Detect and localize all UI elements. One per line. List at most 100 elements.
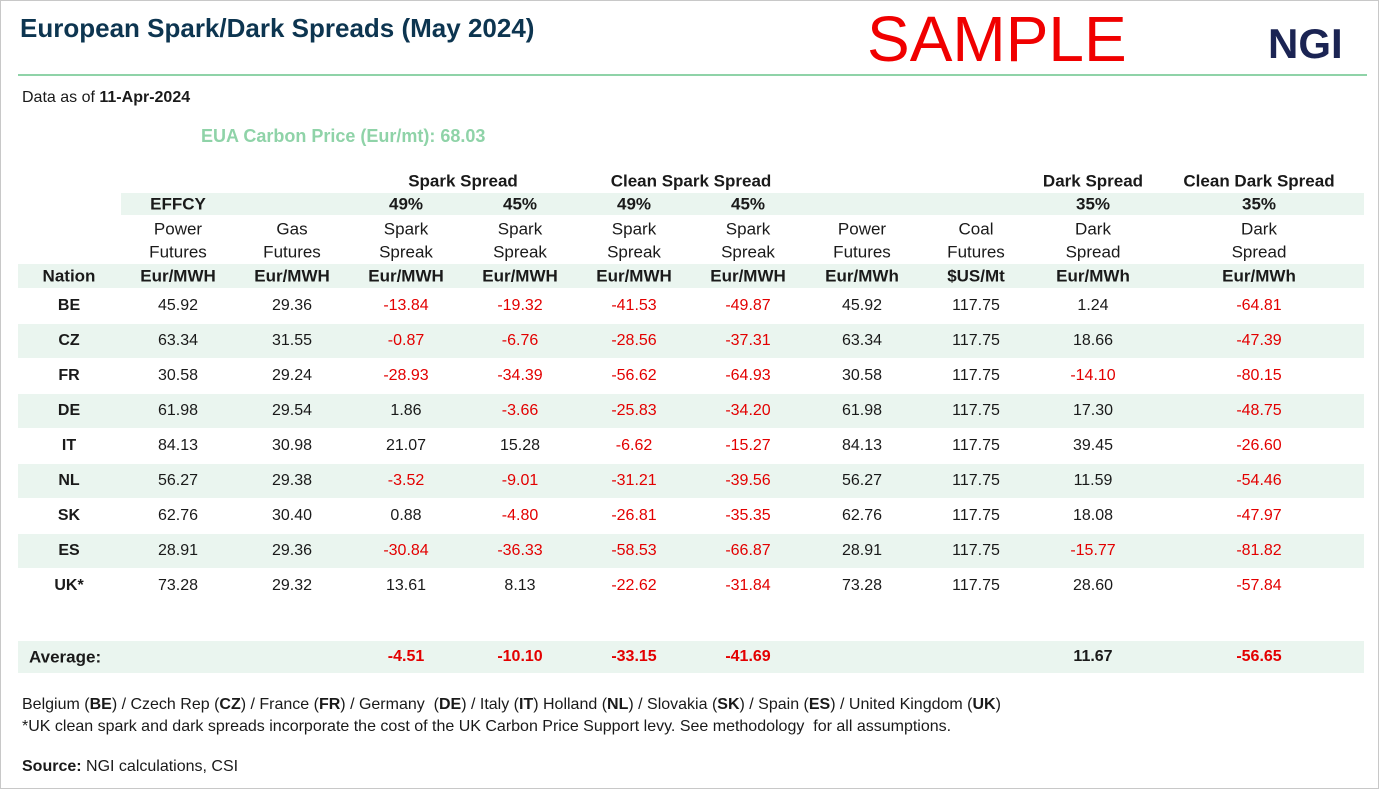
cell-value: -64.81 (1236, 297, 1282, 314)
efficiency: 35% (1241, 194, 1277, 214)
column-unit: Eur/MWh (1056, 266, 1130, 286)
cell-value: -66.87 (725, 542, 771, 559)
column-unit: Eur/MWH (710, 266, 786, 286)
cell-value: 117.75 (952, 367, 1000, 384)
cell-value: -13.84 (383, 297, 429, 314)
cell-value: 1.86 (390, 402, 422, 419)
cell-value: -3.52 (387, 472, 425, 489)
cell-value: 28.91 (841, 542, 883, 559)
watermark: SAMPLE (867, 3, 1127, 75)
cell-value: -0.87 (387, 332, 425, 349)
cell-value: 61.98 (157, 402, 199, 419)
cell-value: -47.97 (1236, 507, 1282, 524)
cell-value: 30.58 (157, 367, 199, 384)
cell-value: -36.33 (497, 542, 543, 559)
cell-value: -35.35 (725, 507, 771, 524)
column-label: Spread (1065, 242, 1121, 262)
column-label: Coal (958, 219, 994, 239)
cell-value: 28.91 (157, 542, 199, 559)
cell-value: 30.58 (841, 367, 883, 384)
column-unit: Eur/MWH (596, 266, 672, 286)
average-value: -56.65 (1236, 648, 1282, 665)
cell-value: -6.62 (615, 437, 653, 454)
column-unit: Nation (42, 266, 96, 286)
cell-value: 61.98 (841, 402, 883, 419)
efficiency: 45% (502, 194, 538, 214)
cell-value: -49.87 (725, 297, 771, 314)
cell-value: -14.10 (1070, 367, 1116, 384)
cell-value: 84.13 (157, 437, 199, 454)
legend-code: FR (318, 696, 341, 713)
cell-value: 62.76 (157, 507, 199, 524)
title: European Spark/Dark Spreads (May 2024) (20, 13, 535, 43)
column-unit: Eur/MWH (368, 266, 444, 286)
cell-value: 30.98 (271, 437, 313, 454)
cell-value: 73.28 (841, 577, 883, 594)
column-label: Spark (383, 219, 429, 239)
cell-value: 39.45 (1072, 437, 1114, 454)
nation: UK* (54, 577, 84, 594)
nation: SK (57, 507, 81, 524)
column-label: Futures (263, 242, 321, 262)
cell-value: -34.20 (725, 402, 771, 419)
column-label: Power (153, 219, 203, 239)
average-value: -41.69 (725, 648, 771, 665)
legend-code: DE (438, 696, 462, 713)
column-label: Futures (149, 242, 207, 262)
cell-value: 117.75 (952, 542, 1000, 559)
average-value: 11.67 (1073, 648, 1113, 665)
cell-value: -41.53 (611, 297, 657, 314)
efficiency: 49% (388, 194, 424, 214)
cell-value: 117.75 (952, 507, 1000, 524)
efficiency: 49% (616, 194, 652, 214)
legend-code: IT (519, 696, 534, 713)
legend-text: ) / France ( (240, 696, 319, 713)
column-label: Dark (1075, 219, 1111, 239)
column-label: Spreak (493, 242, 547, 262)
cell-value: 29.36 (271, 297, 313, 314)
legend-text: ) / Slovakia ( (628, 696, 718, 713)
column-label: Spread (1231, 242, 1287, 262)
column-unit: Eur/MWh (825, 266, 899, 286)
column-unit: Eur/MWH (140, 266, 216, 286)
average-value: -4.51 (387, 648, 425, 665)
cell-value: 117.75 (952, 437, 1000, 454)
footer-source: Source: NGI calculations, CSI (22, 759, 238, 775)
legend-text: Belgium ( (22, 696, 90, 713)
column-label: Spark (725, 219, 771, 239)
cell-value: -15.77 (1070, 542, 1116, 559)
cell-value: 45.92 (157, 297, 199, 314)
cell-value: -80.15 (1236, 367, 1282, 384)
footer-legend: Belgium (BE) / Czech Rep (CZ) / France (… (22, 697, 1001, 713)
legend-text: ) / Czech Rep ( (111, 696, 220, 713)
nation: DE (57, 402, 81, 419)
cell-value: 117.75 (952, 332, 1000, 349)
data-as-of-label: Data as of (22, 89, 95, 106)
cell-value: 13.61 (385, 577, 427, 594)
logo: NGI (1268, 20, 1343, 67)
nation: NL (58, 472, 80, 489)
group-header: Dark Spread (1042, 171, 1144, 191)
cell-value: 29.36 (271, 542, 313, 559)
cell-value: -25.83 (611, 402, 657, 419)
cell-value: 56.27 (157, 472, 199, 489)
cell-value: 15.28 (499, 437, 541, 454)
cell-value: 29.38 (271, 472, 313, 489)
cell-value: -28.56 (611, 332, 657, 349)
cell-value: -31.84 (725, 577, 771, 594)
efficiency: 35% (1075, 194, 1111, 214)
cell-value: 62.76 (841, 507, 883, 524)
cell-value: 1.24 (1077, 297, 1109, 314)
group-header: Clean Dark Spread (1183, 171, 1335, 191)
row-band (121, 193, 1364, 215)
cell-value: 21.07 (385, 437, 427, 454)
nation: IT (61, 437, 77, 454)
efficiency: 45% (730, 194, 766, 214)
cell-value: 73.28 (157, 577, 199, 594)
group-header: Spark Spread (408, 171, 518, 191)
column-label: Spark (497, 219, 543, 239)
cell-value: -4.80 (501, 507, 539, 524)
cell-value: -3.66 (501, 402, 539, 419)
cell-value: -39.56 (725, 472, 771, 489)
